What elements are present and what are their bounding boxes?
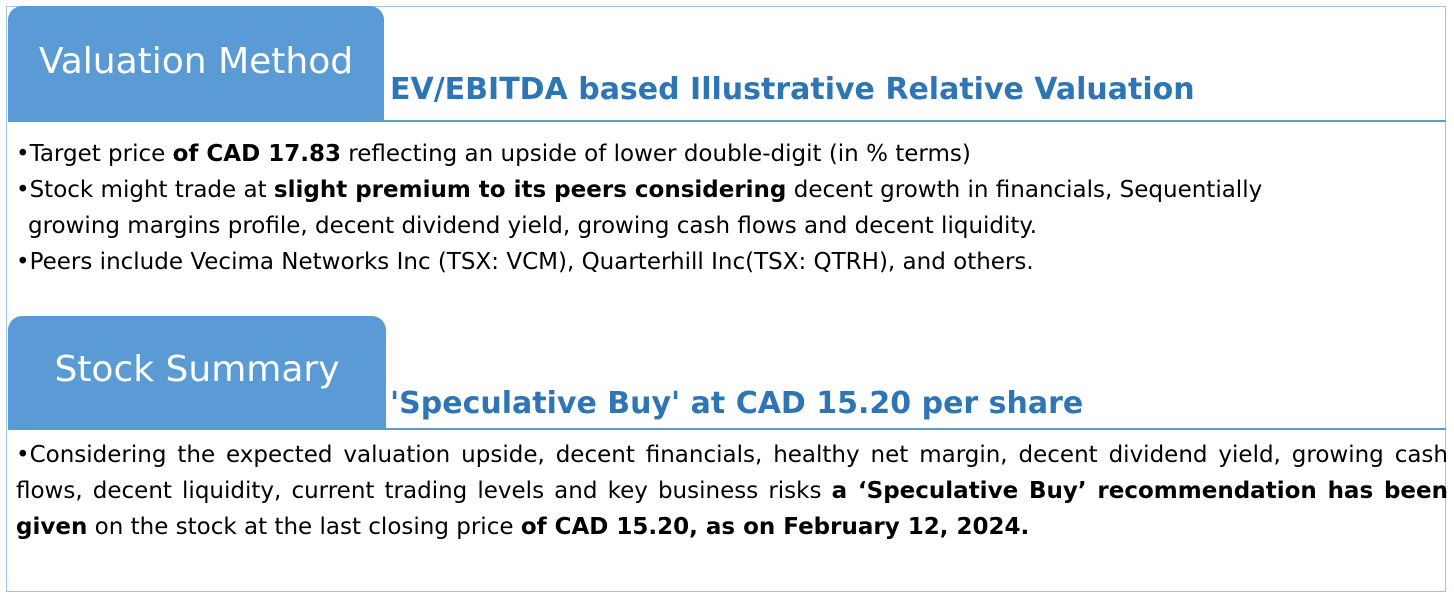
valuation-bullets: •Target price of CAD 17.83 reflecting an… — [16, 136, 1448, 280]
bullet-text: Target price — [29, 141, 173, 167]
bullet-marker: • — [16, 177, 30, 203]
valuation-method-tab: Valuation Method — [8, 6, 384, 122]
bullet-marker: • — [16, 249, 30, 275]
bullet-target-price: •Target price of CAD 17.83 reflecting an… — [16, 136, 1448, 172]
bullet-text: Peers include Vecima Networks Inc (TSX: … — [29, 249, 1034, 275]
recommendation-bold-text: a ‘Speculative Buy’ recommendation has b… — [16, 478, 1448, 540]
stock-summary-tab: Stock Summary — [8, 316, 386, 428]
paragraph-text: Considering the expected valuation upsid… — [16, 442, 1448, 504]
valuation-method-tab-label: Valuation Method — [38, 40, 354, 82]
bullet-bold-text: slight premium to its peers considering — [273, 177, 787, 203]
report-frame — [6, 6, 1446, 592]
section-divider — [8, 428, 1446, 430]
bullet-text: decent growth in financials, Sequentiall… — [786, 177, 1263, 203]
stock-summary-subtitle: 'Speculative Buy' at CAD 15.20 per share — [390, 386, 1084, 421]
bullet-bold-text: of CAD 17.83 — [172, 141, 341, 167]
bullet-premium: •Stock might trade at slight premium to … — [16, 172, 1448, 208]
paragraph-text: on the stock at the last closing price — [87, 514, 521, 540]
stock-summary-paragraph: •Considering the expected valuation upsi… — [16, 437, 1448, 545]
valuation-subtitle: EV/EBITDA based Illustrative Relative Va… — [390, 72, 1195, 107]
stock-summary-tab-label: Stock Summary — [54, 348, 340, 390]
bullet-text: reflecting an upside of lower double-dig… — [340, 141, 971, 167]
bullet-premium-continuation: growing margins profile, decent dividend… — [28, 213, 1038, 239]
bullet-peers: •Peers include Vecima Networks Inc (TSX:… — [16, 244, 1448, 280]
bullet-marker: • — [16, 141, 30, 167]
bullet-marker: • — [16, 442, 30, 468]
section-divider — [8, 120, 1446, 122]
closing-price-bold-text: of CAD 15.20, as on February 12, 2024. — [520, 514, 1030, 540]
bullet-text: Stock might trade at — [29, 177, 274, 203]
